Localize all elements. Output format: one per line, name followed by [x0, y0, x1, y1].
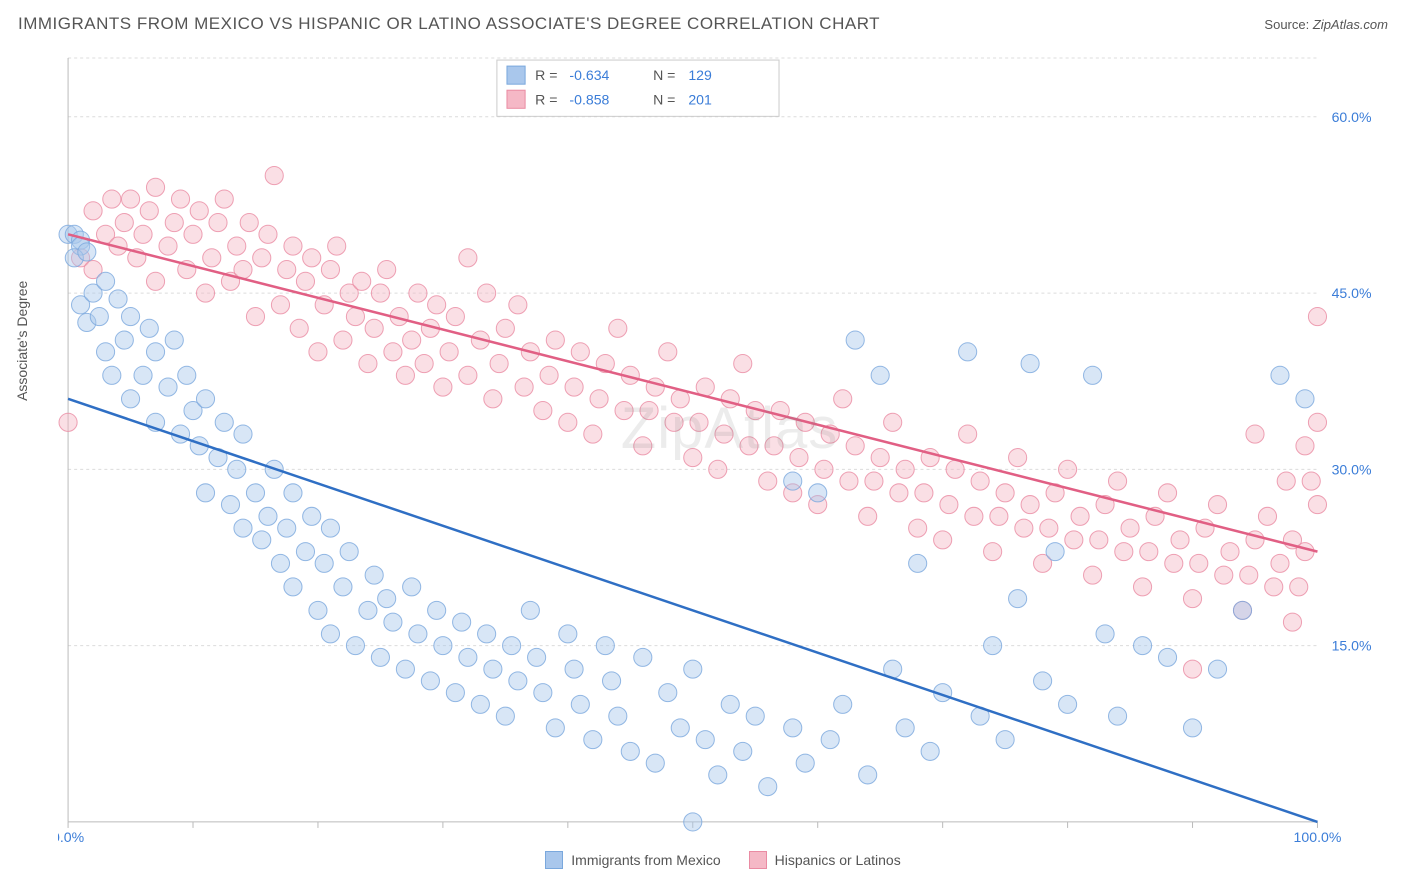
source-label: Source: — [1264, 17, 1309, 32]
svg-text:100.0%: 100.0% — [1294, 829, 1342, 842]
x-tick-labels: 0.0% 100.0% — [58, 829, 1342, 842]
svg-text:R =: R = — [535, 91, 557, 107]
title-bar: IMMIGRANTS FROM MEXICO VS HISPANIC OR LA… — [18, 14, 1388, 34]
svg-text:129: 129 — [688, 67, 712, 83]
svg-text:-0.858: -0.858 — [569, 91, 609, 107]
chart-container: Associate's Degree 15.0%30.0%45.0%60.0% … — [18, 48, 1388, 874]
legend-swatch — [749, 851, 767, 869]
legend-label: Hispanics or Latinos — [775, 852, 901, 868]
svg-text:N =: N = — [653, 91, 675, 107]
source-value: ZipAtlas.com — [1313, 17, 1388, 32]
axes — [68, 58, 1317, 828]
legend-swatch — [545, 851, 563, 869]
svg-text:30.0%: 30.0% — [1332, 461, 1372, 477]
scatter-plot: 15.0% 30.0% 45.0% 60.0% 0.0% 100.0% R = -0.63… — [58, 48, 1388, 842]
svg-text:201: 201 — [688, 91, 712, 107]
chart-title: IMMIGRANTS FROM MEXICO VS HISPANIC OR LA… — [18, 14, 880, 34]
svg-text:N =: N = — [653, 67, 675, 83]
legend-item-immigrants: Immigrants from Mexico — [545, 851, 720, 869]
series-hispanics — [59, 167, 1327, 679]
svg-text:45.0%: 45.0% — [1332, 285, 1372, 301]
y-axis-label: Associate's Degree — [14, 281, 30, 401]
svg-text:R =: R = — [535, 67, 557, 83]
legend-item-hispanics: Hispanics or Latinos — [749, 851, 901, 869]
y-tick-labels: 15.0% 30.0% 45.0% 60.0% — [1332, 109, 1372, 654]
svg-text:0.0%: 0.0% — [58, 829, 85, 842]
legend-label: Immigrants from Mexico — [571, 852, 720, 868]
svg-text:-0.634: -0.634 — [569, 67, 609, 83]
legend-bottom: Immigrants from Mexico Hispanics or Lati… — [58, 846, 1388, 874]
source-credit: Source: ZipAtlas.com — [1264, 17, 1388, 32]
svg-text:15.0%: 15.0% — [1332, 638, 1372, 654]
svg-text:60.0%: 60.0% — [1332, 109, 1372, 125]
legend-stats: R = -0.634 N = 129 R = -0.858 N = 201 — [497, 60, 779, 116]
